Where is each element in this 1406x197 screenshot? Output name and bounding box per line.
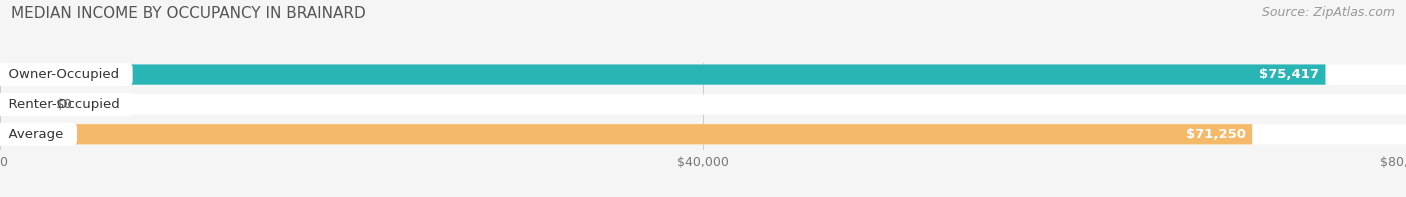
Text: Renter-Occupied: Renter-Occupied	[0, 98, 128, 111]
Text: $71,250: $71,250	[1185, 128, 1246, 141]
Text: $75,417: $75,417	[1258, 68, 1319, 81]
FancyBboxPatch shape	[0, 64, 1406, 85]
Text: Average: Average	[0, 128, 72, 141]
FancyBboxPatch shape	[0, 64, 1326, 85]
Text: MEDIAN INCOME BY OCCUPANCY IN BRAINARD: MEDIAN INCOME BY OCCUPANCY IN BRAINARD	[11, 6, 366, 21]
FancyBboxPatch shape	[0, 94, 42, 115]
FancyBboxPatch shape	[0, 124, 1253, 144]
FancyBboxPatch shape	[0, 94, 1406, 115]
Text: $0: $0	[56, 98, 73, 111]
Text: Owner-Occupied: Owner-Occupied	[0, 68, 128, 81]
FancyBboxPatch shape	[0, 124, 1406, 144]
Text: Source: ZipAtlas.com: Source: ZipAtlas.com	[1261, 6, 1395, 19]
